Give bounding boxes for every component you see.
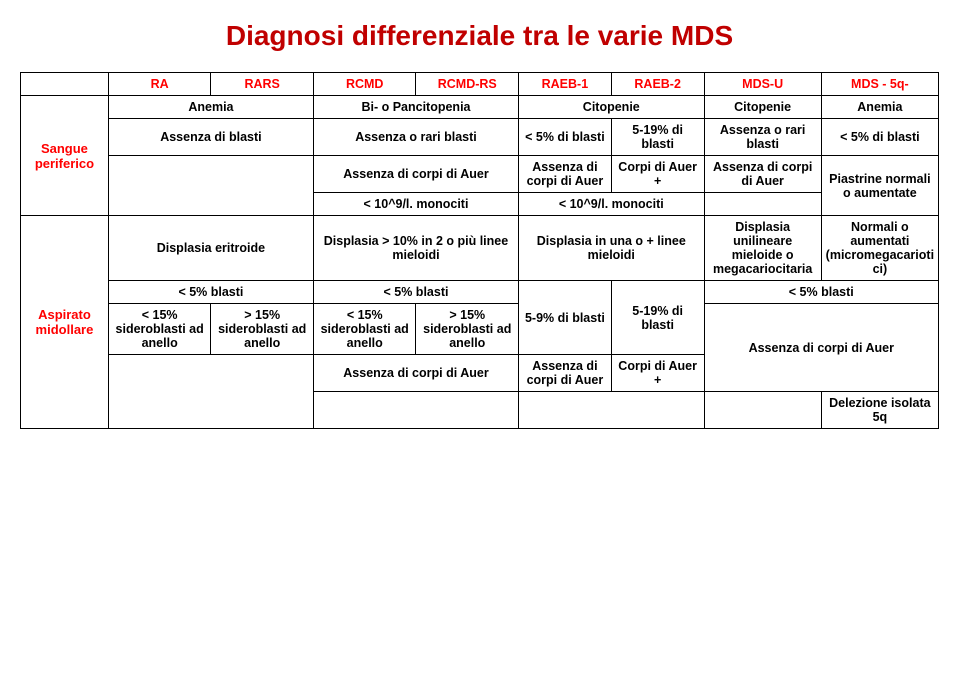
sangue-row1: Sangue periferico Anemia Bi- o Pancitope… bbox=[21, 96, 939, 119]
cell: < 10^9/l. monociti bbox=[519, 193, 705, 216]
cell: Assenza o rari blasti bbox=[704, 119, 821, 156]
cell: Assenza di corpi di Auer bbox=[519, 156, 612, 193]
col-raeb1: RAEB-1 bbox=[519, 73, 612, 96]
cell: 5-9% di blasti bbox=[519, 281, 612, 355]
cell: 5-19% di blasti bbox=[611, 119, 704, 156]
cell: Bi- o Pancitopenia bbox=[313, 96, 518, 119]
cell: Citopenie bbox=[519, 96, 705, 119]
cell: Assenza di corpi di Auer bbox=[313, 355, 518, 392]
header-row: RA RARS RCMD RCMD-RS RAEB-1 RAEB-2 MDS-U… bbox=[21, 73, 939, 96]
cell: Displasia eritroide bbox=[108, 216, 313, 281]
cell: < 5% blasti bbox=[108, 281, 313, 304]
cell: Delezione isolata 5q bbox=[821, 392, 938, 429]
cell: Corpi di Auer + bbox=[611, 355, 704, 392]
col-mds5q: MDS - 5q- bbox=[821, 73, 938, 96]
cell: Normali o aumentati (micromegacariotici) bbox=[821, 216, 938, 281]
cell: < 5% di blasti bbox=[821, 119, 938, 156]
cell: Assenza di corpi di Auer bbox=[704, 304, 938, 392]
row-aspirato-midollare: Aspirato midollare bbox=[21, 216, 109, 429]
cell: Assenza di corpi di Auer bbox=[704, 156, 821, 193]
cell-empty bbox=[108, 156, 313, 216]
row-sangue-periferico: Sangue periferico bbox=[21, 96, 109, 216]
cell: Displasia > 10% in 2 o più linee mieloid… bbox=[313, 216, 518, 281]
mds-table: RA RARS RCMD RCMD-RS RAEB-1 RAEB-2 MDS-U… bbox=[20, 72, 939, 429]
col-ra: RA bbox=[108, 73, 211, 96]
cell-empty bbox=[108, 355, 313, 429]
cell: Corpi di Auer + bbox=[611, 156, 704, 193]
cell-empty bbox=[519, 392, 705, 429]
page-title: Diagnosi differenziale tra le varie MDS bbox=[20, 20, 939, 52]
cell: < 5% blasti bbox=[704, 281, 938, 304]
col-raeb2: RAEB-2 bbox=[611, 73, 704, 96]
cell-empty bbox=[704, 392, 821, 429]
cell-empty bbox=[704, 193, 821, 216]
col-rars: RARS bbox=[211, 73, 314, 96]
cell: 5-19% di blasti bbox=[611, 281, 704, 355]
cell: Assenza di blasti bbox=[108, 119, 313, 156]
sangue-row2: Assenza di blasti Assenza o rari blasti … bbox=[21, 119, 939, 156]
cell: < 10^9/l. monociti bbox=[313, 193, 518, 216]
col-mdsu: MDS-U bbox=[704, 73, 821, 96]
cell: Displasia in una o + linee mieloidi bbox=[519, 216, 705, 281]
cell: Anemia bbox=[108, 96, 313, 119]
cell: < 15% sideroblasti ad anello bbox=[108, 304, 211, 355]
cell: < 5% di blasti bbox=[519, 119, 612, 156]
cell: Anemia bbox=[821, 96, 938, 119]
cell: < 5% blasti bbox=[313, 281, 518, 304]
cell: Assenza di corpi di Auer bbox=[519, 355, 612, 392]
cell: < 15% sideroblasti ad anello bbox=[313, 304, 416, 355]
col-rcmd: RCMD bbox=[313, 73, 416, 96]
cell: > 15% sideroblasti ad anello bbox=[211, 304, 314, 355]
cell: Assenza di corpi di Auer bbox=[313, 156, 518, 193]
aspirato-row2: < 5% blasti < 5% blasti 5-9% di blasti 5… bbox=[21, 281, 939, 304]
cell: > 15% sideroblasti ad anello bbox=[416, 304, 519, 355]
col-rcmd-rs: RCMD-RS bbox=[416, 73, 519, 96]
cell: Piastrine normali o aumentate bbox=[821, 156, 938, 216]
cell: Displasia unilineare mieloide o megacari… bbox=[704, 216, 821, 281]
cell: Citopenie bbox=[704, 96, 821, 119]
cell-empty bbox=[313, 392, 518, 429]
aspirato-row3: < 15% sideroblasti ad anello > 15% sider… bbox=[21, 304, 939, 355]
cell: Assenza o rari blasti bbox=[313, 119, 518, 156]
sangue-row3: Assenza di corpi di Auer Assenza di corp… bbox=[21, 156, 939, 193]
aspirato-row1: Aspirato midollare Displasia eritroide D… bbox=[21, 216, 939, 281]
